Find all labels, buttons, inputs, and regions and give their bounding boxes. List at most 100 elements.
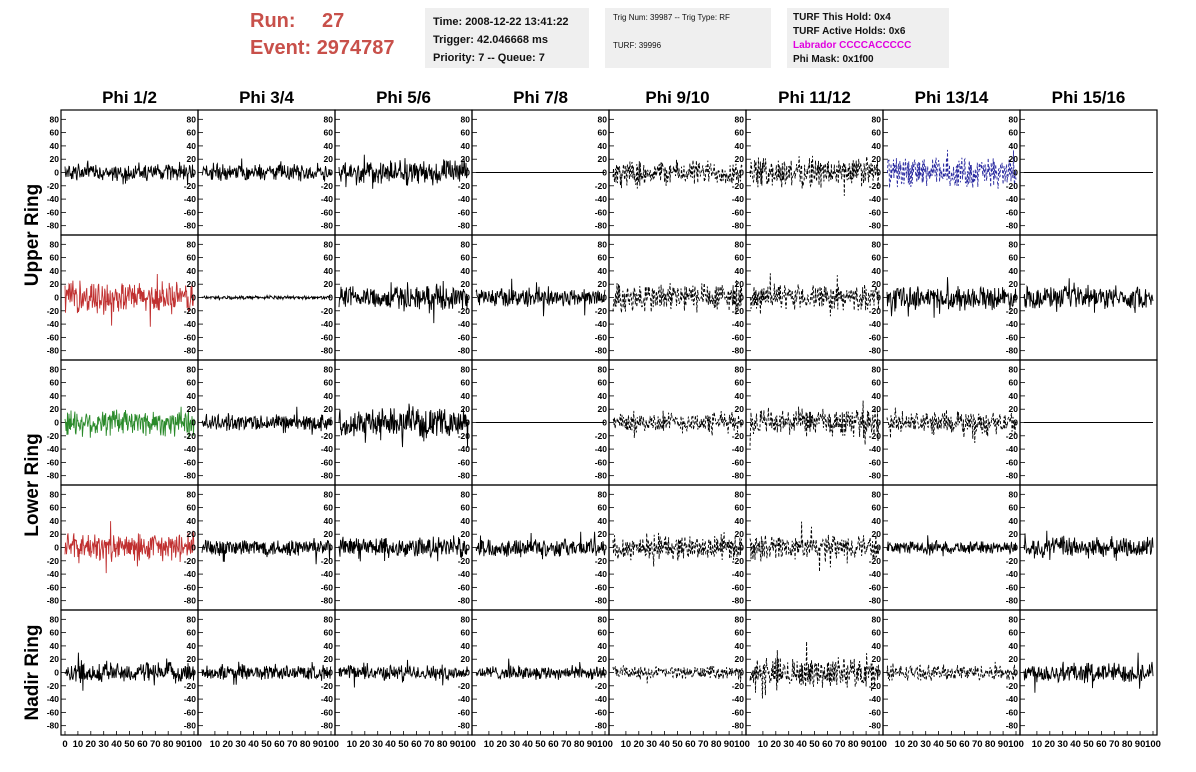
y-tick-label: -40: [184, 694, 197, 704]
waveform-trace: [201, 158, 332, 182]
y-tick-label: -40: [869, 194, 882, 204]
y-tick-label: -80: [595, 346, 608, 356]
y-tick-label: 0: [191, 668, 196, 678]
y-tick-label: 0: [54, 543, 59, 553]
y-tick-label: -60: [184, 207, 197, 217]
y-tick-label: 60: [461, 128, 471, 138]
y-tick-label: -80: [869, 596, 882, 606]
y-tick-label: 60: [1009, 503, 1019, 513]
y-tick-label: 60: [324, 503, 334, 513]
y-tick-label: 0: [54, 668, 59, 678]
y-tick-label: 80: [735, 239, 745, 249]
x-tick-label: 20: [497, 739, 508, 750]
x-tick-label: 80: [848, 739, 859, 750]
x-tick-label: 100: [871, 739, 887, 750]
column-header: Phi 7/8: [513, 88, 568, 107]
x-tick-label: 100: [1145, 739, 1161, 750]
y-tick-label: 20: [1009, 404, 1019, 414]
y-tick-label: -40: [595, 569, 608, 579]
y-tick-label: 0: [54, 293, 59, 303]
y-tick-label: 60: [735, 503, 745, 513]
waveform-trace: [886, 407, 1017, 444]
y-tick-label: -60: [47, 707, 60, 717]
y-tick-label: -20: [458, 306, 471, 316]
y-tick-label: 0: [602, 668, 607, 678]
priority-text: Priority: 7 -- Queue: 7: [433, 52, 545, 64]
y-tick-label: 60: [324, 128, 334, 138]
y-tick-label: 60: [324, 628, 334, 638]
y-tick-label: 80: [461, 489, 471, 499]
y-tick-label: -20: [869, 431, 882, 441]
y-tick-label: 80: [1009, 489, 1019, 499]
y-tick-label: 80: [872, 364, 882, 374]
y-tick-label: 0: [465, 668, 470, 678]
waveform-trace: [749, 521, 880, 572]
event-label: Event:: [250, 37, 312, 59]
y-tick-label: -40: [732, 444, 745, 454]
y-tick-label: 60: [735, 253, 745, 263]
column-header: Phi 5/6: [376, 88, 431, 107]
y-tick-label: -20: [458, 431, 471, 441]
y-tick-label: 0: [1013, 293, 1018, 303]
waveform-trace: [338, 535, 469, 562]
y-tick-label: -20: [184, 556, 197, 566]
y-tick-label: 80: [461, 239, 471, 249]
y-tick-label: 40: [187, 141, 197, 151]
waveform-trace: [886, 535, 1017, 557]
y-tick-label: 80: [598, 489, 608, 499]
y-tick-label: -60: [458, 707, 471, 717]
y-tick-label: 20: [735, 404, 745, 414]
y-tick-label: -60: [458, 457, 471, 467]
x-tick-label: 90: [313, 739, 324, 750]
y-tick-label: -40: [458, 319, 471, 329]
y-tick-label: -20: [47, 556, 60, 566]
y-tick-label: 60: [598, 253, 608, 263]
waveform-trace: [749, 273, 880, 317]
y-tick-label: -60: [869, 207, 882, 217]
y-tick-label: 80: [461, 114, 471, 124]
y-tick-label: -80: [732, 346, 745, 356]
y-tick-label: -40: [869, 694, 882, 704]
x-tick-label: 100: [734, 739, 750, 750]
y-tick-label: -60: [458, 207, 471, 217]
y-tick-label: 20: [1009, 654, 1019, 664]
waveform-trace: [64, 406, 195, 439]
y-tick-label: 20: [324, 654, 334, 664]
y-tick-label: 80: [50, 239, 60, 249]
y-tick-label: -20: [321, 181, 334, 191]
y-tick-label: -20: [595, 681, 608, 691]
y-tick-label: 20: [872, 279, 882, 289]
y-tick-label: 20: [598, 529, 608, 539]
y-tick-label: 80: [1009, 364, 1019, 374]
y-tick-label: 0: [602, 168, 607, 178]
y-tick-label: 80: [872, 489, 882, 499]
y-tick-label: -40: [458, 569, 471, 579]
y-tick-label: 60: [735, 628, 745, 638]
y-tick-label: 80: [187, 239, 197, 249]
y-tick-label: -80: [732, 471, 745, 481]
y-tick-label: 40: [872, 391, 882, 401]
row-group-label: Upper Ring: [22, 184, 43, 286]
x-tick-label: 30: [1057, 739, 1068, 750]
y-tick-label: 80: [598, 239, 608, 249]
y-tick-label: 80: [598, 114, 608, 124]
waveform-trace: [64, 273, 195, 327]
x-tick-label: 40: [248, 739, 259, 750]
y-tick-label: 60: [872, 628, 882, 638]
x-tick-label: 30: [372, 739, 383, 750]
y-tick-label: 20: [324, 154, 334, 164]
x-tick-label: 50: [809, 739, 820, 750]
y-tick-label: -80: [458, 721, 471, 731]
y-tick-label: -20: [184, 431, 197, 441]
x-tick-label: 10: [758, 739, 769, 750]
y-tick-label: 0: [876, 418, 881, 428]
y-tick-label: 20: [187, 154, 197, 164]
x-tick-label: 20: [908, 739, 919, 750]
row-group-label: Nadir Ring: [22, 624, 43, 720]
y-tick-label: -40: [732, 194, 745, 204]
y-tick-label: -40: [869, 444, 882, 454]
event-row: Event: 2974787: [250, 35, 395, 62]
x-tick-label: 10: [73, 739, 84, 750]
waveform-trace: [1023, 530, 1154, 561]
